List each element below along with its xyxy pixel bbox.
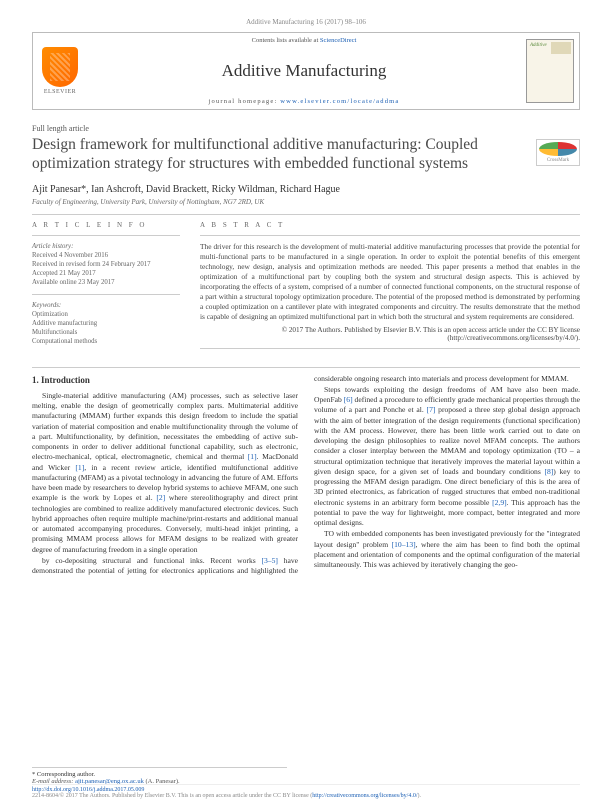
history-item: Accepted 21 May 2017 xyxy=(32,270,96,277)
homepage-prefix: journal homepage: xyxy=(209,98,281,105)
history-label: Article history: xyxy=(32,243,73,250)
authors-text: Ajit Panesar*, Ian Ashcroft, David Brack… xyxy=(32,184,340,195)
contents-available: Contents lists available at ScienceDirec… xyxy=(252,37,357,44)
issn-text: 2214-8604/© 2017 The Authors. Published … xyxy=(32,793,312,799)
journal-header: ELSEVIER Contents lists available at Sci… xyxy=(32,32,580,110)
running-citation: Additive Manufacturing 16 (2017) 98–106 xyxy=(32,18,580,26)
keyword: Optimization xyxy=(32,311,68,318)
contents-prefix: Contents lists available at xyxy=(252,37,320,44)
publisher-logo-cell: ELSEVIER xyxy=(33,33,87,109)
intro-heading: 1. Introduction xyxy=(32,374,298,386)
abstract-copyright: © 2017 The Authors. Published by Elsevie… xyxy=(200,326,580,342)
crossmark-icon xyxy=(539,142,577,156)
homepage-link[interactable]: www.elsevier.com/locate/addma xyxy=(280,98,399,105)
journal-name: Additive Manufacturing xyxy=(222,61,387,81)
keywords-label: Keywords: xyxy=(32,302,61,309)
article-title: Design framework for multifunctional add… xyxy=(32,135,526,174)
keyword: Computational methods xyxy=(32,338,97,345)
license-link[interactable]: (http://creativecommons.org/licenses/by/… xyxy=(447,334,580,342)
intro-paragraph: TO with embedded components has been inv… xyxy=(314,529,580,570)
keyword: Multifunctionals xyxy=(32,329,77,336)
crossmark-badge[interactable]: CrossMark xyxy=(536,139,580,166)
article-type: Full length article xyxy=(32,124,580,133)
doi-footer: http://dx.doi.org/10.1016/j.addma.2017.0… xyxy=(32,784,580,799)
history-item: Received in revised form 24 February 201… xyxy=(32,261,151,268)
publisher-name: ELSEVIER xyxy=(44,89,76,95)
affiliation: Faculty of Engineering, University Park,… xyxy=(32,198,580,206)
journal-title-cell: Contents lists available at ScienceDirec… xyxy=(87,33,521,109)
history-item: Available online 23 May 2017 xyxy=(32,279,115,286)
corresponding-author-note: * Corresponding author. E-mail address: … xyxy=(32,767,287,785)
copyright-text: © 2017 The Authors. Published by Elsevie… xyxy=(282,326,580,334)
cover-cell xyxy=(521,33,579,109)
article-history: Article history: Received 4 November 201… xyxy=(32,242,180,288)
history-item: Received 4 November 2016 xyxy=(32,252,108,259)
article-info-heading: A R T I C L E I N F O xyxy=(32,221,180,229)
sciencedirect-link[interactable]: ScienceDirect xyxy=(320,37,356,44)
keywords-block: Keywords: Optimization Additive manufact… xyxy=(32,301,180,347)
keyword: Additive manufacturing xyxy=(32,320,97,327)
article-info-column: A R T I C L E I N F O Article history: R… xyxy=(32,221,180,355)
body-text: 1. Introduction Single-material additive… xyxy=(32,374,580,577)
journal-homepage: journal homepage: www.elsevier.com/locat… xyxy=(209,98,400,105)
issn-close: ). xyxy=(418,793,422,799)
author-list: Ajit Panesar*, Ian Ashcroft, David Brack… xyxy=(32,184,580,195)
intro-paragraph: Steps towards exploiting the design free… xyxy=(314,385,580,529)
journal-cover-icon xyxy=(526,39,574,103)
abstract-column: A B S T R A C T The driver for this rese… xyxy=(200,221,580,355)
intro-paragraph: Single-material additive manufacturing (… xyxy=(32,391,298,555)
abstract-text: The driver for this research is the deve… xyxy=(200,242,580,322)
abstract-heading: A B S T R A C T xyxy=(200,221,580,229)
license-link-footer[interactable]: http://creativecommons.org/licenses/by/4… xyxy=(312,793,417,799)
corr-label: * Corresponding author. xyxy=(32,771,95,778)
elsevier-tree-icon xyxy=(42,47,78,87)
crossmark-label: CrossMark xyxy=(547,158,569,163)
